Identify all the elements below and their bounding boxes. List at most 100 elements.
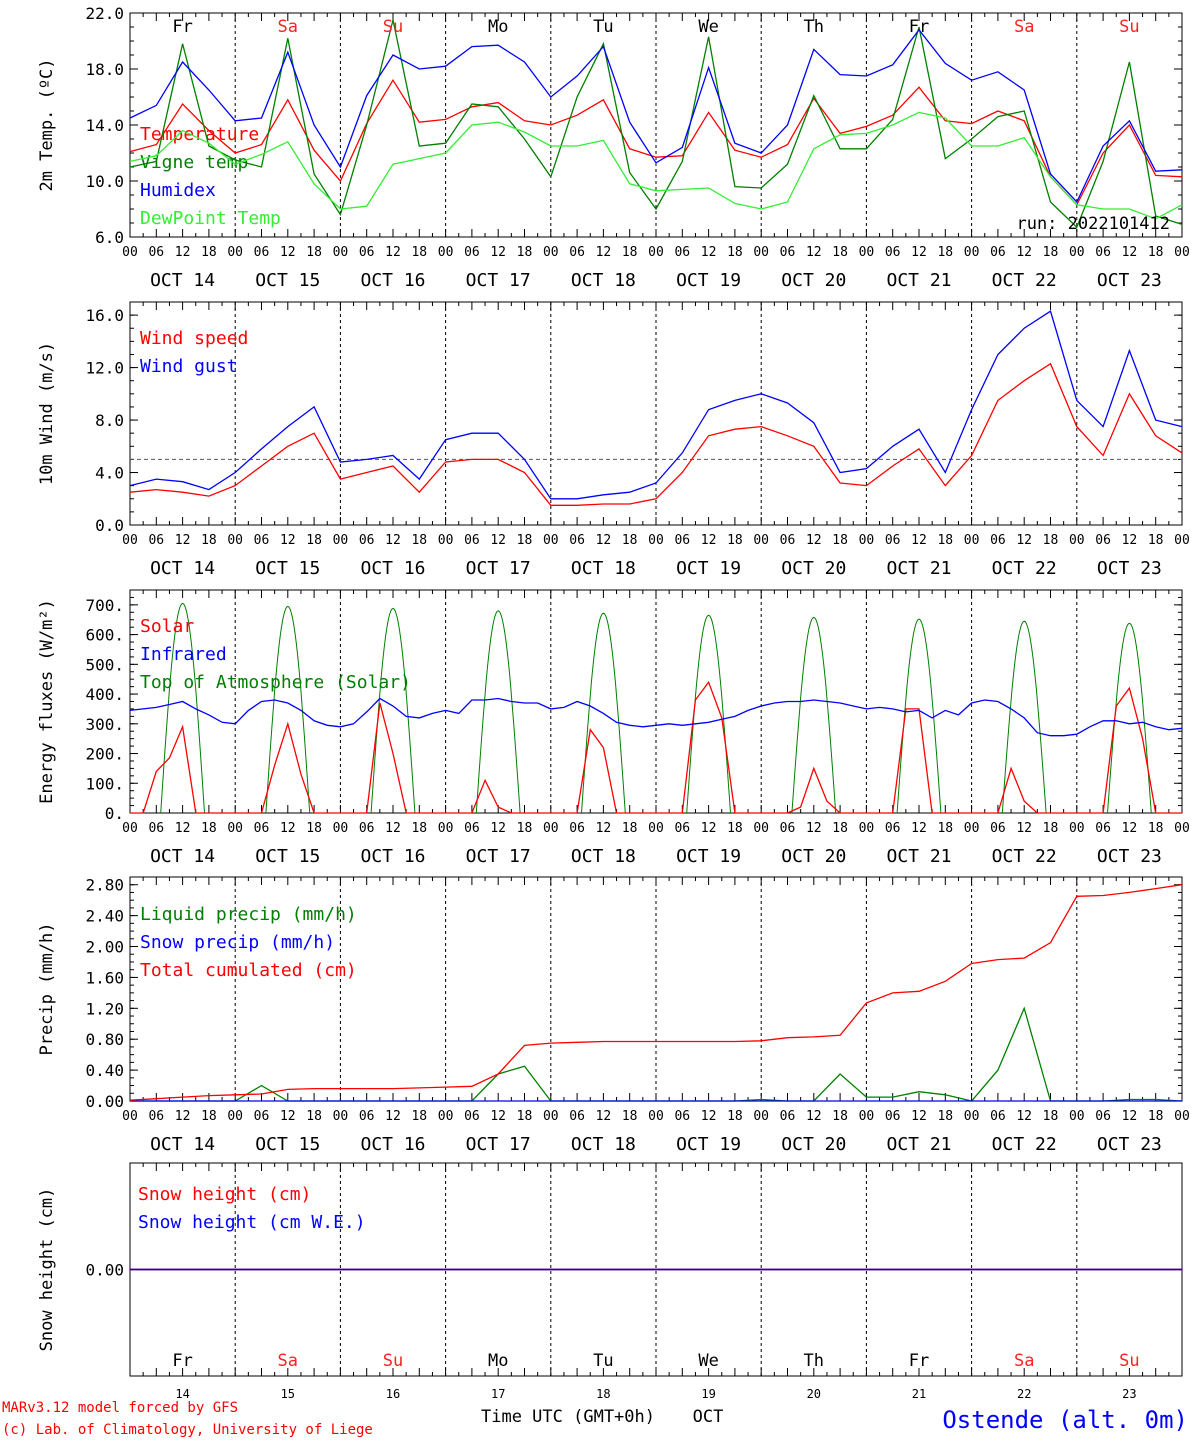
- series-toa-solar-arc: [265, 605, 311, 814]
- x-hour-label: 12: [175, 821, 191, 836]
- y-tick-label: 8.0: [95, 411, 124, 430]
- x-date-label: OCT 20: [781, 558, 846, 579]
- x-hour-label: 00: [964, 1109, 980, 1124]
- x-hour-label: 06: [359, 245, 375, 260]
- x-hour-label: 18: [622, 533, 638, 548]
- x-hour-label: 00: [648, 245, 664, 260]
- x-hour-label: 00: [1174, 1109, 1190, 1124]
- x-hour-label: 18: [201, 533, 217, 548]
- x-day-number: 19: [701, 1387, 715, 1401]
- x-hour-label: 06: [674, 821, 690, 836]
- y-axis-label: 2m Temp. (ºC): [37, 58, 57, 191]
- x-hour-label: 12: [1122, 1109, 1138, 1124]
- day-abbr-label: Fr: [909, 17, 929, 37]
- legend-label: Wind speed: [140, 328, 248, 349]
- plot-frame: [129, 12, 1183, 238]
- x-hour-label: 12: [806, 245, 822, 260]
- x-date-label: OCT 19: [676, 270, 741, 291]
- x-hour-label: 18: [201, 1109, 217, 1124]
- x-hour-label: 06: [464, 245, 480, 260]
- y-tick-label: 18.0: [85, 60, 124, 79]
- x-hour-label: 00: [1069, 821, 1085, 836]
- x-hour-label: 06: [990, 1109, 1006, 1124]
- x-hour-label: 06: [569, 245, 585, 260]
- legend-label: Infrared: [140, 644, 227, 665]
- x-hour-label: 06: [148, 533, 164, 548]
- x-date-label: OCT 20: [781, 846, 846, 867]
- x-date-label: OCT 22: [992, 1134, 1057, 1155]
- x-hour-label: 06: [359, 821, 375, 836]
- x-date-label: OCT 18: [571, 846, 636, 867]
- y-tick-label: 2.40: [85, 907, 124, 926]
- y-tick-label: 700.: [85, 596, 124, 615]
- x-date-label: OCT 17: [466, 1134, 531, 1155]
- x-hour-label: 00: [333, 533, 349, 548]
- x-hour-label: 06: [569, 1109, 585, 1124]
- series-line-4: [129, 111, 1183, 220]
- x-hour-label: 18: [517, 821, 533, 836]
- x-hour-label: 00: [333, 245, 349, 260]
- day-abbr-label: Su: [1119, 1351, 1139, 1371]
- x-hour-label: 12: [911, 533, 927, 548]
- y-axis-label: Energy fluxes (W/m²): [37, 599, 57, 804]
- x-hour-label: 18: [937, 533, 953, 548]
- x-hour-label: 18: [727, 821, 743, 836]
- day-abbr-label: Su: [1119, 17, 1139, 37]
- x-hour-label: 18: [1043, 821, 1059, 836]
- series-line-2: [129, 310, 1183, 500]
- x-hour-label: 12: [490, 533, 506, 548]
- panel-2: 0.0 4.0 8.0 12.0 16.0 10m Wind (m/s) Wind spee…: [37, 301, 1190, 579]
- y-tick-label: 200.: [85, 745, 124, 764]
- x-hour-label: 06: [254, 533, 270, 548]
- x-hour-label: 18: [517, 533, 533, 548]
- x-hour-label: 18: [832, 533, 848, 548]
- legend-label: Snow precip (mm/h): [140, 932, 335, 953]
- x-hour-label: 06: [885, 533, 901, 548]
- x-hour-label: 00: [1069, 533, 1085, 548]
- x-hour-label: 12: [701, 821, 717, 836]
- x-date-label: OCT 19: [676, 1134, 741, 1155]
- x-hour-label: 12: [911, 245, 927, 260]
- x-hour-label: 06: [1095, 1109, 1111, 1124]
- x-day-number: 15: [281, 1387, 295, 1401]
- x-hour-label: 06: [1095, 245, 1111, 260]
- legend-label: Total cumulated (cm): [140, 960, 357, 981]
- y-tick-label: 500.: [85, 655, 124, 674]
- footer-lab: (c) Lab. of Climatology, University of L…: [2, 1422, 373, 1438]
- series-line-2: [129, 697, 1183, 737]
- x-hour-label: 06: [1095, 533, 1111, 548]
- x-hour-label: 12: [490, 245, 506, 260]
- x-date-label: OCT 16: [360, 270, 425, 291]
- y-tick-label: 2.80: [85, 876, 124, 895]
- x-hour-label: 06: [674, 533, 690, 548]
- x-hour-label: 12: [596, 1109, 612, 1124]
- legend-label: Vigne temp: [140, 152, 248, 173]
- plot-frame: [129, 301, 1183, 526]
- x-hour-label: 06: [148, 245, 164, 260]
- x-date-label: OCT 14: [150, 1134, 215, 1155]
- x-hour-label: 00: [543, 821, 559, 836]
- footer-model: MARv3.12 model forced by GFS: [2, 1400, 238, 1416]
- y-tick-label: 0.0: [95, 516, 124, 535]
- x-date-label: OCT 17: [466, 558, 531, 579]
- x-hour-label: 12: [280, 1109, 296, 1124]
- y-tick-label: 16.0: [85, 306, 124, 325]
- x-hour-label: 00: [648, 1109, 664, 1124]
- y-axis-label: Precip (mm/h): [37, 922, 57, 1055]
- series-toa-solar-arc: [1107, 622, 1152, 814]
- x-hour-label: 00: [543, 245, 559, 260]
- x-hour-label: 12: [806, 1109, 822, 1124]
- x-hour-label: 18: [306, 821, 322, 836]
- y-tick-label: 10.0: [85, 172, 124, 191]
- day-abbr-label: Tu: [593, 17, 613, 37]
- x-hour-label: 12: [1016, 1109, 1032, 1124]
- day-abbr-label: Th: [804, 17, 824, 37]
- x-date-label: OCT 23: [1097, 558, 1162, 579]
- legend-label: Snow height (cm): [138, 1184, 311, 1205]
- x-hour-label: 06: [780, 533, 796, 548]
- x-date-label: OCT 14: [150, 846, 215, 867]
- x-hour-label: 06: [464, 1109, 480, 1124]
- y-tick-label: 0.00: [85, 1092, 124, 1111]
- y-tick-label: 12.0: [85, 359, 124, 378]
- x-hour-label: 18: [411, 1109, 427, 1124]
